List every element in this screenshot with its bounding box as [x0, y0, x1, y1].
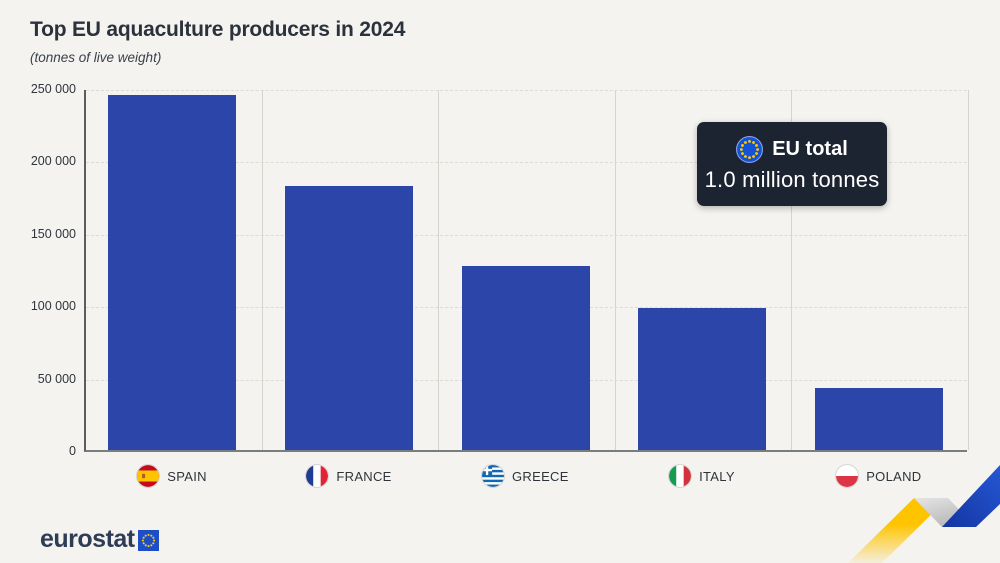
- gridline-200000: [86, 162, 967, 164]
- category-label-poland: POLAND: [836, 463, 921, 489]
- category-separator: [968, 90, 969, 450]
- category-text: GREECE: [512, 468, 569, 484]
- bar-greece: [461, 266, 590, 450]
- eu-flag-icon: [736, 135, 764, 163]
- ribbon-yellow-segment: [848, 498, 948, 563]
- ribbon-blue-segment: [942, 465, 1000, 527]
- category-text: ITALY: [699, 468, 735, 484]
- gridline-250000: [86, 90, 967, 91]
- category-label-spain: SPAIN: [137, 463, 207, 489]
- chart-title: Top EU aquaculture producers in 2024: [30, 18, 406, 41]
- category-text: SPAIN: [167, 468, 207, 484]
- category-separator: [261, 90, 263, 450]
- ribbon-gray-segment: [914, 498, 976, 527]
- spain-flag-icon: [137, 465, 160, 487]
- plot-area: [84, 90, 969, 452]
- italy-flag-icon: [669, 465, 692, 487]
- category-label-italy: ITALY: [669, 463, 735, 489]
- bar-italy: [638, 308, 767, 450]
- callout-value: 1.0 million tonnes: [704, 166, 880, 192]
- category-label-greece: GREECE: [482, 463, 569, 489]
- y-tick-label: 250 000: [30, 82, 76, 96]
- eurostat-logo: eurostat: [40, 527, 159, 552]
- chart-subtitle: (tonnes of live weight): [30, 50, 162, 65]
- category-text: FRANCE: [336, 468, 392, 484]
- category-separator: [791, 90, 793, 450]
- y-tick-label: 50 000: [37, 371, 76, 386]
- callout-title: EU total: [772, 137, 848, 160]
- gridline-150000: [86, 234, 967, 236]
- eu-total-callout: EU total 1.0 million tonnes: [697, 122, 887, 206]
- callout-header-row: EU total: [736, 135, 848, 163]
- eurostat-wordmark: eurostat: [40, 525, 135, 553]
- category-label-france: FRANCE: [306, 463, 391, 489]
- category-separator: [614, 90, 616, 450]
- eu-flag-icon: [137, 530, 159, 551]
- category-separator: [438, 90, 440, 450]
- greece-flag-icon: [482, 465, 504, 487]
- bar-france: [284, 186, 413, 450]
- y-tick-label: 0: [69, 444, 76, 458]
- category-text: POLAND: [866, 468, 922, 484]
- y-tick-label: 150 000: [30, 226, 76, 241]
- y-tick-label: 100 000: [30, 299, 76, 314]
- bar-spain: [108, 95, 237, 450]
- bar-poland: [814, 387, 943, 450]
- france-flag-icon: [306, 465, 329, 487]
- y-tick-label: 200 000: [30, 154, 76, 169]
- poland-flag-icon: [836, 465, 859, 487]
